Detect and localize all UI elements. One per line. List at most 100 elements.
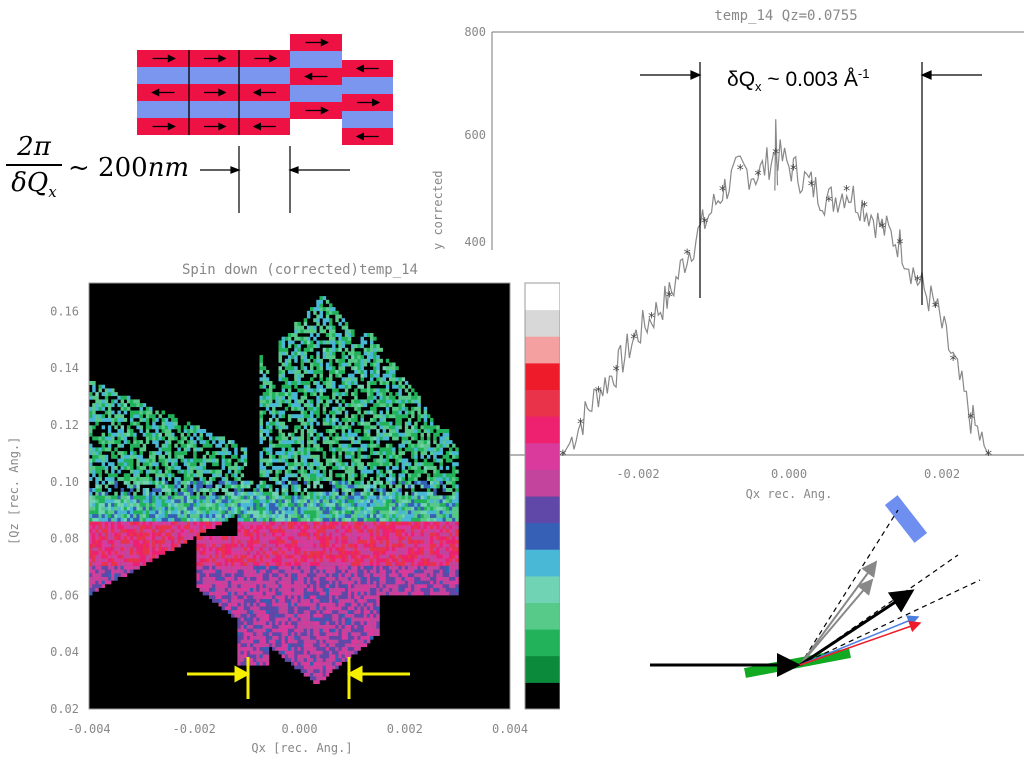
heatmap-cell <box>104 536 109 540</box>
heatmap-cell <box>351 417 355 422</box>
heatmap-cell <box>107 580 112 585</box>
heatmap-cell <box>272 454 276 459</box>
heatmap-cell <box>161 473 166 478</box>
heatmap-cell <box>354 406 358 411</box>
heatmap-cell <box>379 421 383 426</box>
heatmap-cell <box>303 336 308 341</box>
heatmap-cell <box>284 384 289 389</box>
heatmap-cell <box>366 632 371 636</box>
heatmap-cell <box>278 606 282 611</box>
heatmap-cell <box>123 451 128 456</box>
heatmap-cell <box>284 477 289 481</box>
heatmap-cell <box>360 499 364 504</box>
heatmap-cell <box>259 513 263 518</box>
heatmap-cell <box>246 632 251 636</box>
heatmap-cell <box>155 440 159 445</box>
heatmap-cell <box>259 414 263 419</box>
heatmap-cell <box>265 473 270 478</box>
heatmap-cell <box>202 506 207 511</box>
heatmap-cell <box>325 513 330 518</box>
heatmap-cell <box>347 558 352 563</box>
heatmap-cell <box>287 632 292 636</box>
heatmap-cell <box>319 602 323 607</box>
heatmap-cell <box>370 621 374 625</box>
heatmap-cell <box>303 488 308 492</box>
heatmap-cell <box>104 547 109 552</box>
heatmap-cell <box>360 554 364 559</box>
heatmap-cell <box>341 355 346 360</box>
heatmap-cell <box>281 643 286 648</box>
heatmap-cell <box>306 477 311 481</box>
heatmap-cell <box>291 495 295 500</box>
heatmap-cell <box>111 554 115 559</box>
heatmap-cell <box>281 539 286 544</box>
heatmap-cell <box>199 510 203 515</box>
heatmap-cell <box>117 421 121 426</box>
heatmap-cell <box>259 362 263 367</box>
heatmap-cell <box>313 325 317 330</box>
line-chart-marker: * <box>843 184 850 200</box>
heatmap-cell <box>376 480 380 485</box>
heatmap-cell <box>240 584 245 588</box>
heatmap-cell <box>332 488 336 492</box>
heatmap-cell <box>325 377 330 382</box>
heatmap-cell <box>161 443 166 448</box>
heatmap-cell <box>354 587 358 592</box>
heatmap-cell <box>240 543 245 548</box>
heatmap-cell <box>376 358 380 363</box>
heatmap-cell <box>167 506 172 511</box>
heatmap-cell <box>354 351 358 356</box>
heatmap-cell <box>265 377 270 382</box>
heatmap-cell <box>294 462 298 467</box>
heatmap-cell <box>287 495 292 500</box>
heatmap-cell <box>123 406 128 411</box>
heatmap-cell <box>262 366 267 371</box>
heatmap-cell <box>325 318 330 323</box>
heatmap-cell <box>250 606 254 611</box>
heatmap-cell <box>89 528 93 533</box>
heatmap-cell <box>224 569 229 574</box>
heatmap-cell <box>262 381 267 385</box>
heatmap-cell <box>335 646 339 651</box>
heatmap-cell <box>338 521 342 526</box>
heatmap-cell <box>275 395 279 400</box>
heatmap-cell <box>250 569 254 574</box>
line-chart-marker: * <box>985 448 992 464</box>
heatmap-cell <box>234 598 238 603</box>
heatmap-cell <box>265 484 270 489</box>
heatmap-cell <box>95 399 99 404</box>
heatmap-cell <box>329 462 333 467</box>
heatmap-cell <box>117 543 121 548</box>
heatmap-cell <box>329 429 333 433</box>
heatmap-cell <box>306 591 311 596</box>
heatmap-cell <box>272 595 276 600</box>
heatmap-cell <box>322 465 327 470</box>
heatmap-cell <box>313 657 317 662</box>
heatmap-cell <box>269 417 273 422</box>
heatmap-cell <box>161 480 166 485</box>
heatmap-cell <box>354 344 358 349</box>
heatmap-cell <box>310 440 314 445</box>
heatmap-cell <box>329 587 333 592</box>
heatmap-cell <box>313 591 317 596</box>
heatmap-cell <box>306 613 311 618</box>
heatmap-cell <box>284 436 289 441</box>
heatmap-cell <box>291 340 295 345</box>
heatmap-cell <box>366 628 371 633</box>
heatmap-cell <box>180 517 185 522</box>
heatmap-cell <box>316 525 320 529</box>
heatmap-cell <box>89 525 93 529</box>
heatmap-cell <box>354 480 358 485</box>
heatmap-cell <box>202 587 207 592</box>
heatmap-cell <box>139 510 143 515</box>
heatmap-cell <box>329 569 333 574</box>
heatmap-cell <box>126 499 131 504</box>
heatmap-cell <box>360 473 364 478</box>
heatmap-cell <box>111 517 115 522</box>
heatmap-cell <box>98 414 102 419</box>
heatmap-cell <box>347 381 352 385</box>
heatmap-cell <box>152 554 156 559</box>
heatmap-cell <box>325 591 330 596</box>
heatmap-cell <box>344 403 349 408</box>
heatmap-cell <box>357 580 361 585</box>
